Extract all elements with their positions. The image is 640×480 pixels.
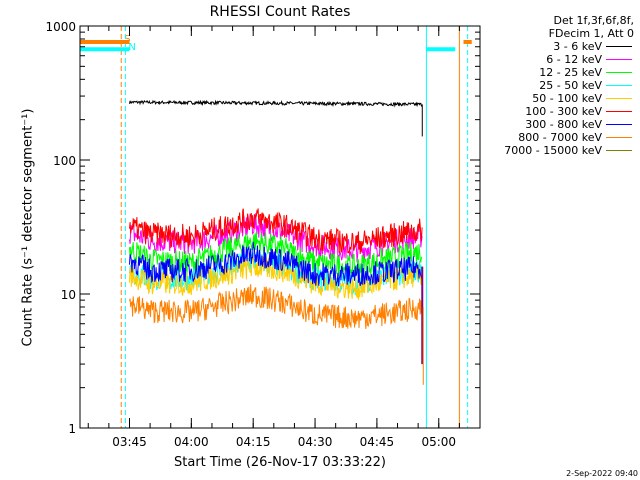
y-tick-label-100: 100: [53, 154, 76, 168]
legend-item: 100 - 300 keV: [474, 105, 634, 118]
legend-item-swatch: [606, 72, 632, 73]
legend-item: 6 - 12 keV: [474, 53, 634, 66]
legend-item: 12 - 25 keV: [474, 66, 634, 79]
legend-item-label: 3 - 6 keV: [553, 40, 602, 53]
legend-header-line-1: Det 1f,3f,6f,8f,: [553, 14, 634, 27]
state-bars: [80, 39, 472, 52]
legend-item-swatch: [606, 59, 632, 60]
legend-item-label: 50 - 100 keV: [532, 92, 602, 105]
legend-item-swatch: [606, 137, 632, 138]
legend-item: 300 - 800 keV: [474, 118, 634, 131]
chart-title: RHESSI Count Rates: [209, 4, 351, 20]
legend-item: 3 - 6 keV: [474, 40, 634, 53]
x-tick-label-0430: 04:30: [298, 435, 333, 449]
legend-item-swatch: [606, 85, 632, 86]
legend-item: 50 - 100 keV: [474, 92, 634, 105]
x-tick-label-0415: 04:15: [236, 435, 271, 449]
legend-item-swatch: [606, 46, 632, 47]
axis-ticks: 1 10 100 1000 03:45 04:00 04:15 04:30 04:45 05:00: [45, 20, 481, 449]
y-tick-label-10: 10: [61, 288, 76, 302]
legend-item: 7000 - 15000 keV: [474, 144, 634, 157]
legend-item: 25 - 50 keV: [474, 79, 634, 92]
legend-item-label: 7000 - 15000 keV: [504, 144, 602, 157]
legend-item-swatch: [606, 124, 632, 125]
x-tick-label-0345: 03:45: [112, 435, 147, 449]
marker-label-N: N: [128, 42, 135, 53]
legend-item-swatch: [606, 98, 632, 99]
legend-item: 800 - 7000 keV: [474, 131, 634, 144]
y-tick-label-1: 1: [68, 422, 76, 436]
legend-item-label: 100 - 300 keV: [525, 105, 602, 118]
plot-frame: [79, 25, 481, 429]
x-axis-label: Start Time (26-Nov-17 03:33:22): [174, 455, 386, 470]
x-tick-label-0400: 04:00: [174, 435, 209, 449]
y-axis-label: Count Rate (s⁻¹ detector segment⁻¹): [20, 108, 36, 347]
series-lines: [129, 99, 424, 385]
series-300-800kev: [129, 241, 423, 287]
legend-item-label: 12 - 25 keV: [539, 66, 602, 79]
legend-item-label: 300 - 800 keV: [525, 118, 602, 131]
legend: Det 1f,3f,6f,8f, FDecim 1, Att 0 3 - 6 k…: [474, 14, 634, 157]
legend-header-line-2: FDecim 1, Att 0: [548, 27, 634, 40]
x-tick-label-0500: 05:00: [421, 435, 456, 449]
legend-item-label: 800 - 7000 keV: [518, 131, 602, 144]
x-tick-label-0445: 04:45: [360, 435, 395, 449]
legend-item-label: 6 - 12 keV: [546, 53, 602, 66]
series-100-300kev: [129, 208, 423, 255]
y-tick-label-1000: 1000: [45, 20, 76, 34]
series-800-7000kev: [129, 284, 423, 329]
marker-label-S: S: [124, 34, 130, 45]
legend-item-label: 25 - 50 keV: [539, 79, 602, 92]
footer-date: 2-Sep-2022 09:40: [566, 469, 638, 478]
legend-item-swatch: [606, 150, 632, 151]
legend-item-swatch: [606, 111, 632, 112]
series-3-6kev: [129, 99, 423, 108]
